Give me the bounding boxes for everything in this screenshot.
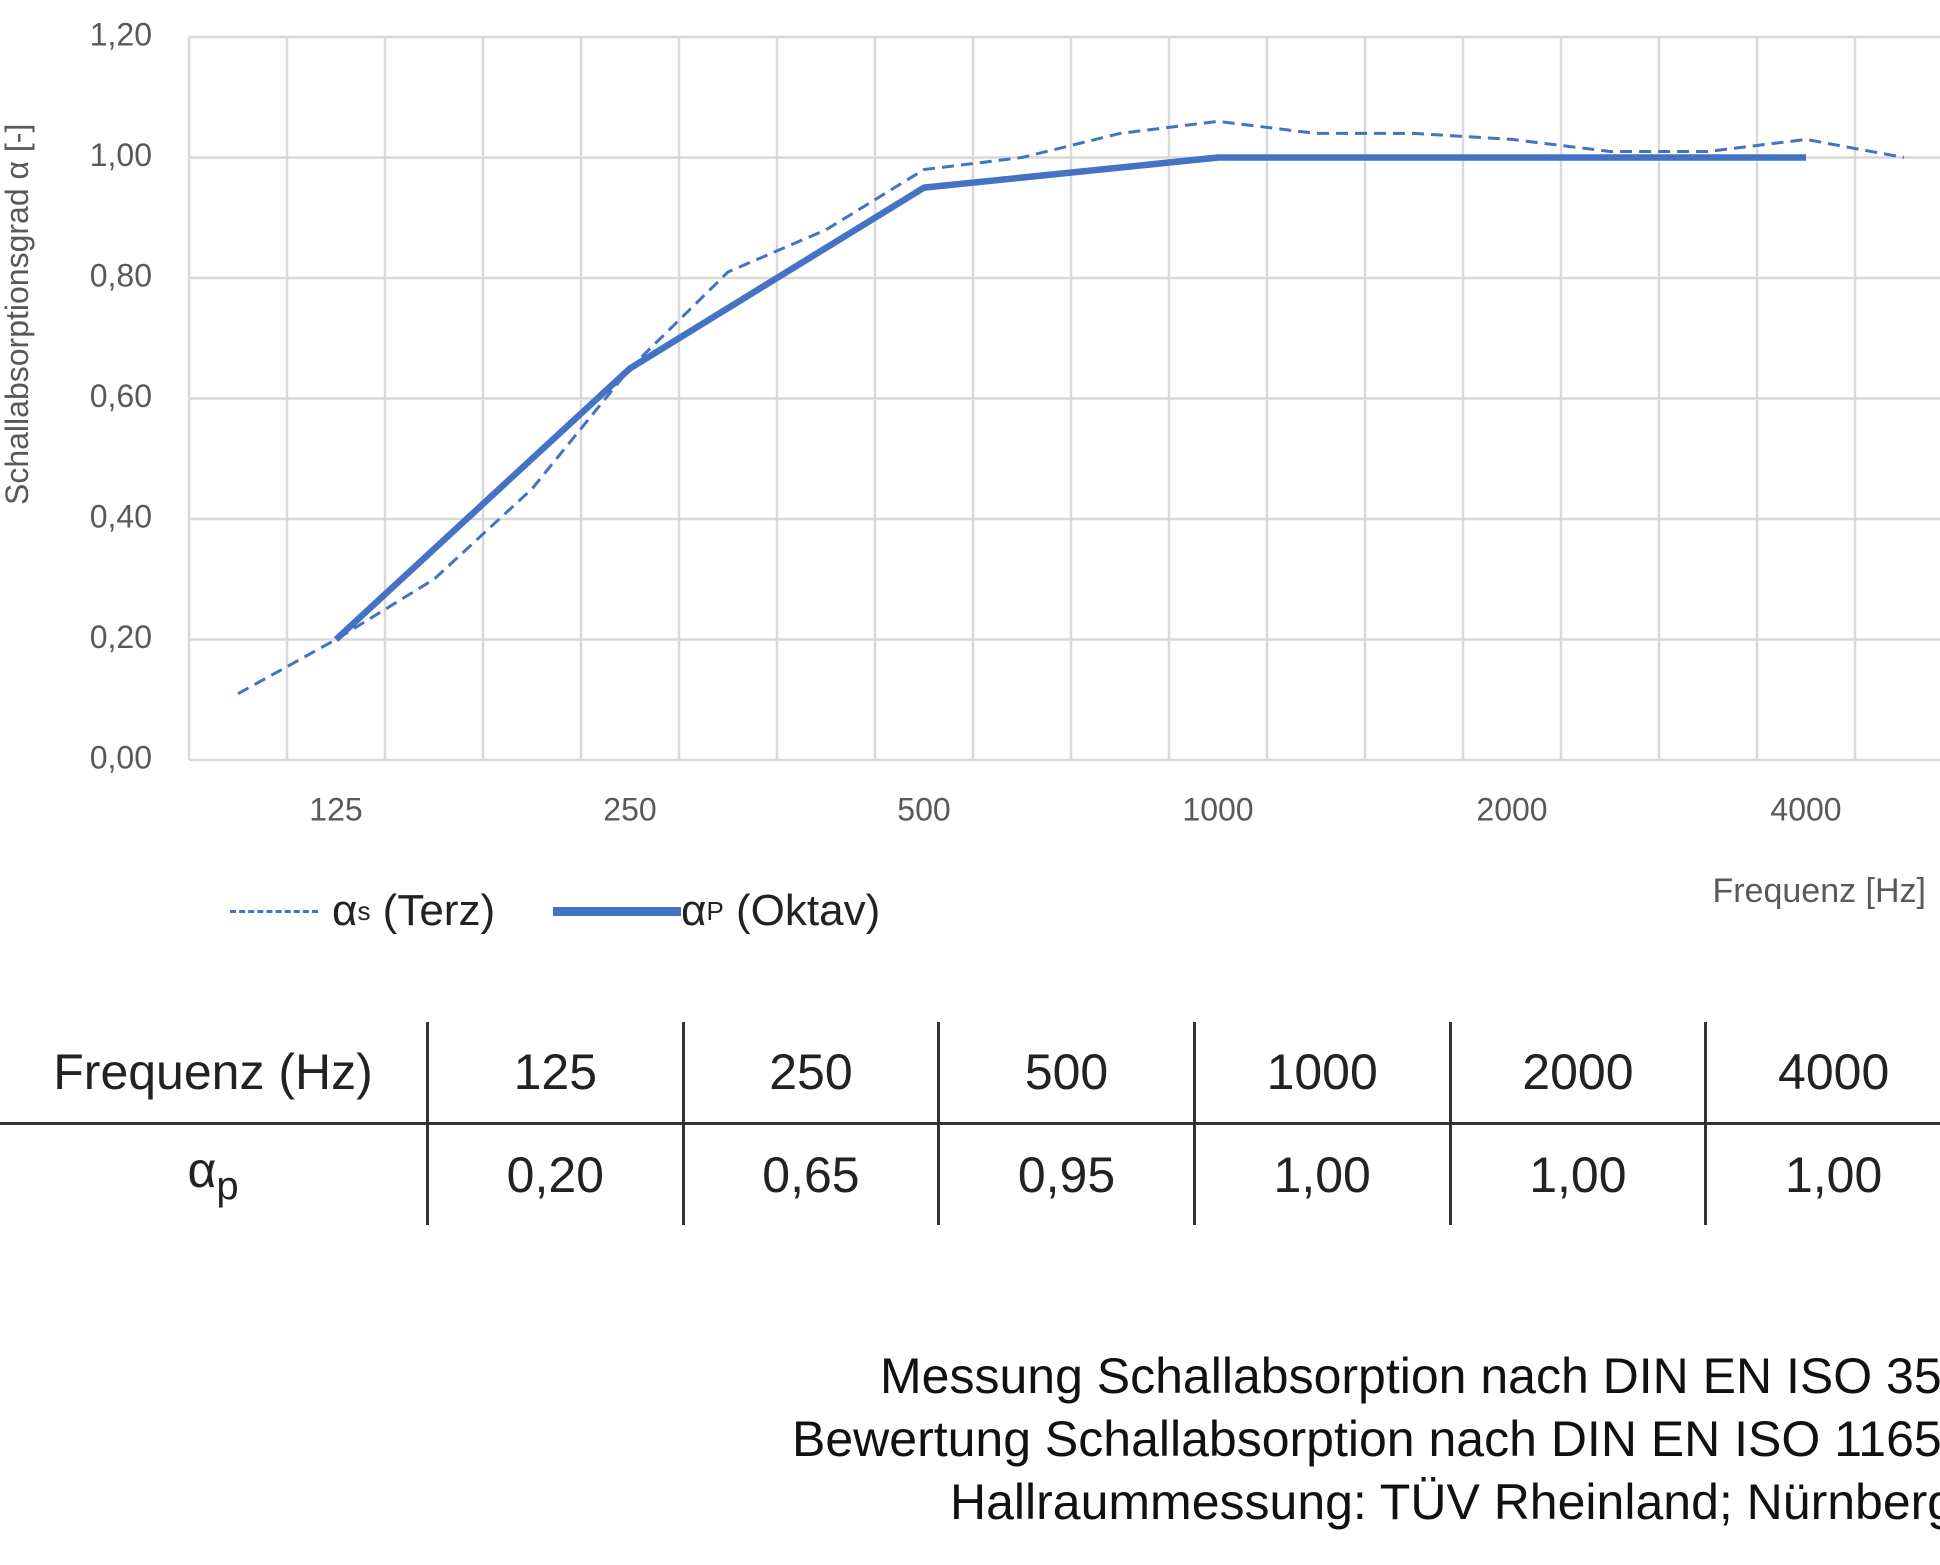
octave-values-table: Frequenz (Hz) 125 250 500 1000 2000 4000… [0,1022,1940,1225]
header-label: Frequenz (Hz) [0,1022,428,1125]
y-tick-label: 0,80 [90,257,152,293]
note-line: Hallraummessung: TÜV Rheinland; Nürnberg [950,1474,1940,1530]
legend-sub: s [357,895,371,926]
value-cell: 0,20 [426,1123,684,1225]
freq-cell: 500 [937,1022,1195,1125]
freq-cell: 125 [426,1022,684,1125]
grid [187,35,1940,762]
legend-label: (Oktav) [736,886,881,935]
measurement-notes: Messung Schallabsorption nach DIN EN ISO… [0,1345,1940,1534]
value-cell: 1,00 [1192,1123,1451,1225]
freq-cell: 4000 [1704,1022,1940,1125]
y-tick-label: 1,20 [90,16,152,52]
freq-cell: 1000 [1192,1022,1451,1125]
y-axis-title: Schallabsorptionsgrad α [-] [0,124,35,505]
y-tick-label: 0,20 [90,619,152,655]
y-tick-label: 1,00 [90,137,152,173]
value-cell: 1,00 [1448,1123,1706,1225]
freq-cell: 2000 [1448,1022,1706,1125]
table-header-row: Frequenz (Hz) 125 250 500 1000 2000 4000 [0,1022,1940,1125]
legend-symbol: α [332,886,358,935]
y-axis-ticks: 0,00 0,20 0,40 0,60 0,80 1,00 1,20 [90,16,152,775]
series-lines [237,119,1905,696]
row-label-sub: p [216,1164,239,1208]
legend-sub: P [706,895,724,926]
x-tick-label: 2000 [1476,791,1547,827]
x-tick-label: 1000 [1182,791,1253,827]
x-tick-label: 500 [897,791,950,827]
row-label-symbol: α [187,1142,217,1198]
y-tick-label: 0,00 [90,739,152,775]
y-tick-label: 0,60 [90,378,152,414]
x-tick-label: 4000 [1770,791,1841,827]
note-line: Bewertung Schallabsorption nach DIN EN I… [792,1411,1940,1467]
freq-cell: 250 [681,1022,939,1125]
table-row: αp 0,20 0,65 0,95 1,00 1,00 1,00 [0,1123,1940,1226]
legend-label: (Terz) [382,886,496,935]
x-axis-ticks: 125 250 500 1000 2000 4000 [309,791,1841,827]
value-cell: 0,95 [937,1123,1195,1225]
series-oktav-line [333,154,1806,642]
legend-solid-line-icon [553,906,681,916]
absorption-chart: 0,00 0,20 0,40 0,60 0,80 1,00 1,20 125 250 500 10… [0,16,1940,827]
y-tick-label: 0,40 [90,498,152,534]
row-label: αp [0,1124,428,1226]
series-terz-line [237,119,1905,696]
legend-dashed-line-icon [230,909,318,913]
x-tick-label: 125 [309,791,362,827]
note-line: Messung Schallabsorption nach DIN EN ISO… [880,1348,1940,1404]
x-tick-label: 250 [603,791,656,827]
legend-symbol: α [681,886,707,935]
value-cell: 1,00 [1704,1123,1940,1225]
value-cell: 0,65 [681,1123,939,1225]
x-axis-title: Frequenz [Hz] [1712,872,1926,910]
